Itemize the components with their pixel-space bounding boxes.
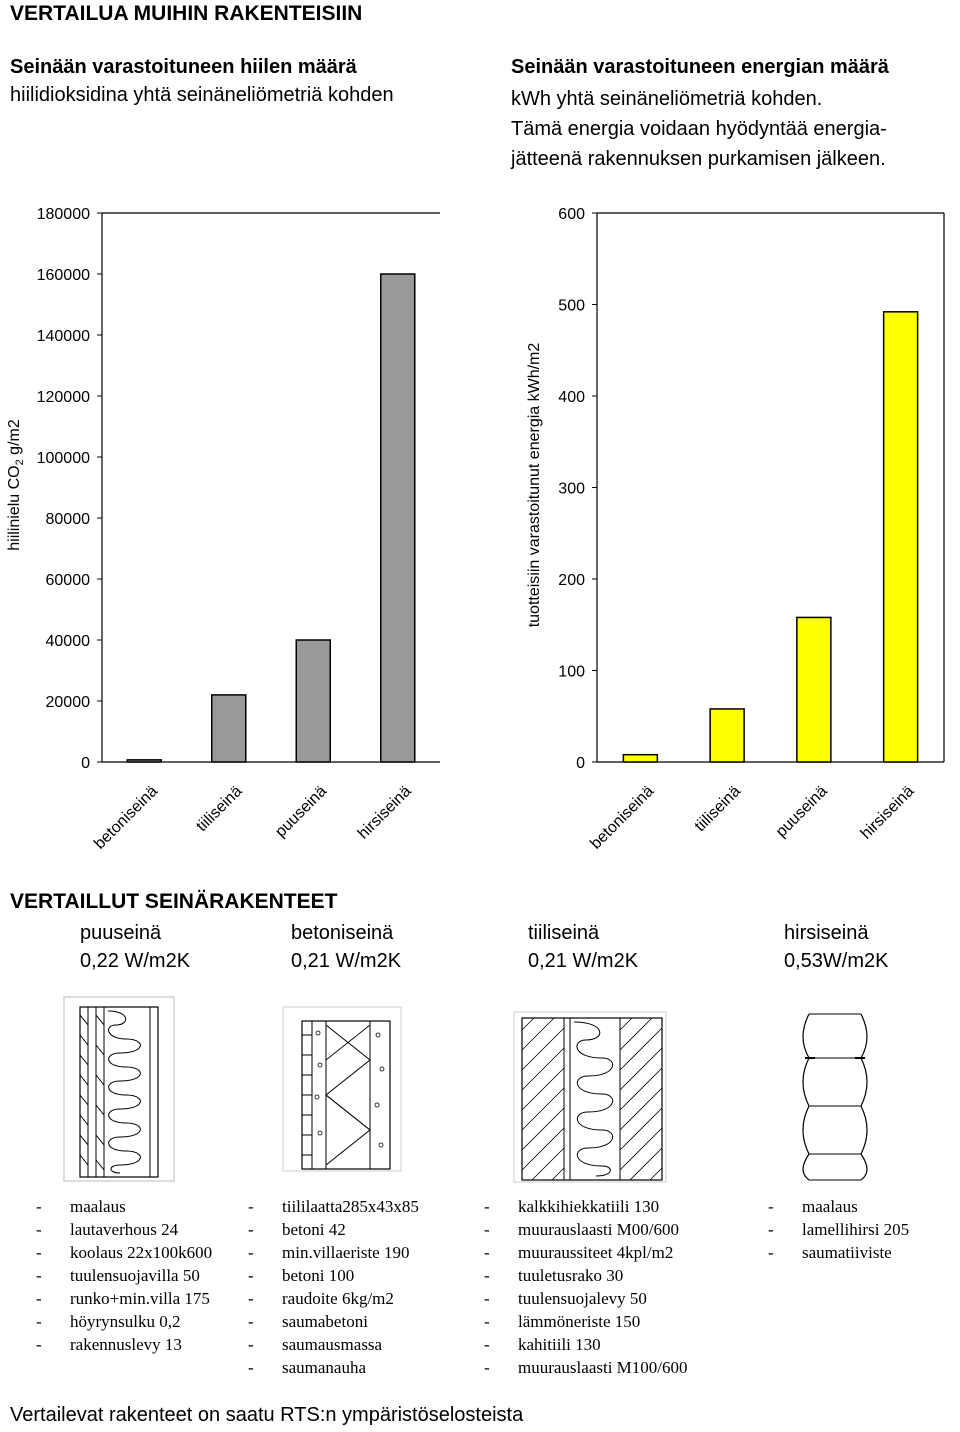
layer-item: - rakennuslevy 13 <box>36 1335 182 1354</box>
category-label: tiiliseinä <box>193 783 245 835</box>
layer-item: - betoni 100 <box>248 1266 355 1285</box>
y-tick-label: 300 <box>558 481 585 498</box>
layers-list-betoni: - tiililaatta285x43x85 - betoni 42 - min.vill… <box>248 1195 419 1379</box>
layer-item: - lamellihirsi 205 <box>768 1220 910 1239</box>
y-tick-label: 200 <box>558 572 585 589</box>
layer-item: - saumatiiviste <box>768 1243 892 1262</box>
layer-item: - lämmöneriste 150 <box>484 1312 641 1331</box>
layer-item: - koolaus 22x100k600 <box>36 1243 213 1262</box>
y-tick-label: 20000 <box>46 694 91 711</box>
layer-item: - runko+min.villa 175 <box>36 1289 210 1308</box>
layer-item: - tuuletusrako 30 <box>484 1266 624 1285</box>
bar <box>295 639 331 763</box>
wall-u-betoni: 0,21 W/m2K <box>291 950 402 972</box>
footer-note: Vertailevat rakenteet on saatu RTS:n ymp… <box>10 1404 524 1426</box>
right-heading-text: kWh yhtä seinäneliömetriä kohden. Tämä en… <box>511 84 960 174</box>
layers-list-tiili: - kalkkihiekkatiili 130 - muurauslaasti M00… <box>484 1195 688 1379</box>
layer-item: - min.villaeriste 190 <box>248 1243 410 1262</box>
layer-item: - muurauslaasti M100/600 <box>484 1358 688 1377</box>
wall-u-hirsi: 0,53W/m2K <box>784 950 889 972</box>
right-heading-bold: Seinään varastoituneen energian määrä <box>511 56 889 78</box>
layer-item: - betoni 42 <box>248 1220 346 1239</box>
layer-item: - höyrynsulku 0,2 <box>36 1312 181 1331</box>
energy-chart: 0 100 200 300 400 500 600 betoniseinä tiilisein… <box>526 206 945 853</box>
wall-name-puu: puuseinä <box>80 922 162 944</box>
layer-item: - maalaus <box>36 1197 126 1216</box>
y-tick-label: 120000 <box>37 389 90 406</box>
y-tick-label: 400 <box>558 389 585 406</box>
bar <box>211 694 247 763</box>
layer-item: - saumanauha <box>248 1358 367 1377</box>
category-label: puuseinä <box>773 783 831 841</box>
wall-u-tiili: 0,21 W/m2K <box>528 950 639 972</box>
y-tick-label: 100 <box>558 664 585 681</box>
tiiliseina-section-drawing <box>513 1011 667 1183</box>
betoniseina-section-drawing <box>282 1006 402 1172</box>
bar <box>622 753 659 763</box>
puuseina-section-drawing <box>63 996 175 1182</box>
y-tick-label: 60000 <box>46 572 91 589</box>
layer-item: - raudoite 6kg/m2 <box>248 1289 394 1308</box>
category-label: tiiliseinä <box>692 783 744 835</box>
left-heading-bold: Seinään varastoituneen hiilen määrä <box>10 56 357 78</box>
y-tick-label: 180000 <box>37 206 90 223</box>
y-tick-label: 40000 <box>46 633 91 650</box>
wall-name-hirsi: hirsiseinä <box>784 922 869 944</box>
y-tick-label: 140000 <box>37 328 90 345</box>
wall-name-tiili: tiiliseinä <box>528 922 600 944</box>
layer-item: - kahitiili 130 <box>484 1335 601 1354</box>
y-tick-label: 160000 <box>37 267 90 284</box>
layer-item: - saumausmassa <box>248 1335 383 1354</box>
y-tick-label: 600 <box>558 206 585 223</box>
layers-list-puu: - maalaus - lautaverhous 24 - koolaus 22x100k… <box>36 1195 212 1356</box>
hirsiseina-section-drawing <box>802 1013 868 1181</box>
layer-item: - tuulensuojalevy 50 <box>484 1289 647 1308</box>
page-title: VERTAILUA MUIHIN RAKENTEISIIN <box>10 2 363 25</box>
carbon-chart: 0 20000 40000 60000 80000 100000 120000 140000 1… <box>6 206 440 853</box>
bar <box>126 759 162 763</box>
bar <box>796 616 832 763</box>
category-label: hirsiseinä <box>858 783 918 843</box>
category-label: puuseinä <box>272 783 330 841</box>
right-heading-line: Tämä energia voidaan hyödyntää energia- <box>511 118 887 140</box>
bar <box>709 708 745 763</box>
layer-item: - tuulensuojavilla 50 <box>36 1266 200 1285</box>
left-heading-text: hiilidioksidina yhtä seinäneliömetriä ko… <box>10 84 394 106</box>
layers-list-hirsi: - maalaus - lamellihirsi 205 - saumatiiviste <box>768 1195 909 1264</box>
wall-name-betoni: betoniseinä <box>291 922 394 944</box>
category-label: betoniseinä <box>587 783 657 853</box>
compared-walls-title: VERTAILLUT SEINÄRAKENTEET <box>10 890 338 913</box>
y-tick-label: 500 <box>558 298 585 315</box>
category-label: betoniseinä <box>91 783 161 853</box>
bar <box>882 311 919 763</box>
category-label: hirsiseinä <box>355 783 415 843</box>
y-tick-label: 0 <box>81 755 90 772</box>
y-tick-label: 80000 <box>46 511 91 528</box>
right-heading-line: jätteenä rakennuksen purkamisen jälkeen. <box>511 148 886 170</box>
bar <box>380 273 416 763</box>
layer-item: - tiililaatta285x43x85 <box>248 1197 419 1216</box>
y-axis-label: hiilinielu CO2 g/m2 <box>6 419 26 551</box>
layer-item: - muuraussiteet 4kpl/m2 <box>484 1243 674 1262</box>
layer-item: - lautaverhous 24 <box>36 1220 179 1239</box>
y-tick-label: 0 <box>576 755 585 772</box>
layer-item: - muurauslaasti M00/600 <box>484 1220 680 1239</box>
y-tick-label: 100000 <box>37 450 90 467</box>
layer-item: - saumabetoni <box>248 1312 368 1331</box>
y-axis-label: tuotteisiin varastoitunut energia kWh/m2 <box>526 343 543 628</box>
right-heading-line: kWh yhtä seinäneliömetriä kohden. <box>511 88 823 110</box>
wall-u-puu: 0,22 W/m2K <box>80 950 191 972</box>
layer-item: - kalkkihiekkatiili 130 <box>484 1197 660 1216</box>
layer-item: - maalaus <box>768 1197 858 1216</box>
